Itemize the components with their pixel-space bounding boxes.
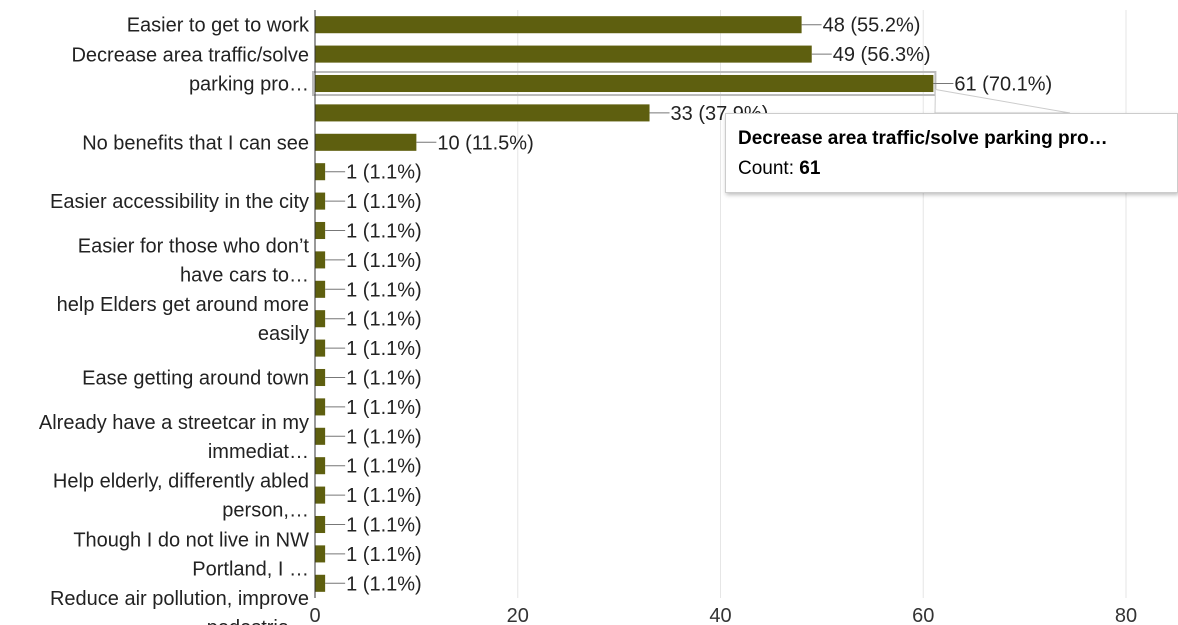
bar-group[interactable]: 1 (1.1%) <box>315 162 422 184</box>
category-label: parking pro… <box>189 73 309 95</box>
bar-group[interactable]: 1 (1.1%) <box>315 573 422 595</box>
x-tick-label: 0 <box>309 605 320 625</box>
data-label: 49 (56.3%) <box>833 44 931 66</box>
bar-group[interactable]: 1 (1.1%) <box>315 544 422 566</box>
bar[interactable] <box>315 398 326 416</box>
bar[interactable] <box>315 368 326 387</box>
data-label: 1 (1.1%) <box>346 426 422 448</box>
bar[interactable] <box>315 251 326 269</box>
bar[interactable] <box>315 486 326 504</box>
bar-group[interactable]: 1 (1.1%) <box>315 426 422 448</box>
bar[interactable] <box>315 192 326 210</box>
bars: 48 (55.2%) 49 (56.3%) 61 (70.1%) 33 (37.9%)… <box>312 15 1071 595</box>
x-tick-label: 20 <box>507 605 529 625</box>
data-label: 1 (1.1%) <box>346 309 422 331</box>
bar-group[interactable]: 1 (1.1%) <box>315 485 422 507</box>
category-label: Decrease area traffic/solve <box>71 44 309 66</box>
bar[interactable] <box>315 545 326 563</box>
bar-group[interactable]: 1 (1.1%) <box>315 250 422 272</box>
category-label: Though I do not live in NW <box>73 529 309 551</box>
category-label: pedestria… <box>207 617 309 625</box>
x-tick-label: 40 <box>709 605 731 625</box>
category-label: have cars to… <box>180 264 309 286</box>
data-label: 1 (1.1%) <box>346 191 422 213</box>
data-label: 10 (11.5%) <box>437 132 533 154</box>
category-label: Help elderly, differently abled <box>53 471 309 493</box>
bar[interactable] <box>315 133 417 151</box>
x-tick-labels: 0 20 40 60 80 <box>309 605 1137 625</box>
bar[interactable] <box>315 574 326 592</box>
data-label: 1 (1.1%) <box>346 338 422 360</box>
bar-group[interactable]: 1 (1.1%) <box>315 515 422 537</box>
category-label: Easier to get to work <box>127 15 310 37</box>
data-label: 1 (1.1%) <box>346 221 422 243</box>
tooltip-count-label: Count: <box>738 158 800 179</box>
data-label: 1 (1.1%) <box>346 485 422 507</box>
category-label: person,… <box>222 500 309 522</box>
data-label: 1 (1.1%) <box>346 368 422 390</box>
bar[interactable] <box>315 74 934 93</box>
bar-group[interactable]: 1 (1.1%) <box>315 456 422 478</box>
category-label: immediat… <box>208 441 309 463</box>
tooltip-count-value: 61 <box>799 158 821 179</box>
category-label: Reduce air pollution, improve <box>50 588 309 610</box>
bar-group[interactable]: 1 (1.1%) <box>315 191 422 213</box>
bar-group[interactable]: 49 (56.3%) <box>315 44 931 66</box>
category-label: easily <box>258 323 309 345</box>
bar-group[interactable]: 1 (1.1%) <box>315 338 422 360</box>
data-label: 61 (70.1%) <box>954 74 1052 96</box>
data-label: 1 (1.1%) <box>346 515 422 537</box>
data-label: 1 (1.1%) <box>346 250 422 272</box>
bar[interactable] <box>315 310 326 328</box>
category-labels: Easier to get to work Decrease area traff… <box>39 15 310 625</box>
category-label: Portland, I … <box>192 558 309 580</box>
bar-group[interactable]: 1 (1.1%) <box>315 221 422 243</box>
bar-group[interactable]: 1 (1.1%) <box>315 309 422 331</box>
bar-group[interactable]: 10 (11.5%) <box>315 132 534 154</box>
bar-group[interactable]: 61 (70.1%) <box>312 70 1052 97</box>
tooltip-title: Decrease area traffic/solve parking pro… <box>738 128 1108 149</box>
bar[interactable] <box>315 427 326 445</box>
category-label: Easier accessibility in the city <box>50 191 309 213</box>
category-label: Already have a streetcar in my <box>39 412 309 434</box>
category-label: help Elders get around more <box>57 294 309 316</box>
data-label: 1 (1.1%) <box>346 544 422 566</box>
category-label: No benefits that I can see <box>82 132 309 154</box>
tooltip: Decrease area traffic/solve parking pro…… <box>725 113 1178 193</box>
bar[interactable] <box>315 515 326 534</box>
bar[interactable] <box>315 104 650 122</box>
bar[interactable] <box>315 457 326 475</box>
bar[interactable] <box>315 163 326 181</box>
data-label: 1 (1.1%) <box>346 162 422 184</box>
data-label: 1 (1.1%) <box>346 456 422 478</box>
bar-group[interactable]: 1 (1.1%) <box>315 368 422 390</box>
data-label: 1 (1.1%) <box>346 279 422 301</box>
bar[interactable] <box>315 45 812 63</box>
data-label: 1 (1.1%) <box>346 397 422 419</box>
bar-group[interactable]: 48 (55.2%) <box>315 15 920 37</box>
category-label: Ease getting around town <box>82 368 309 390</box>
bar[interactable] <box>315 280 326 298</box>
category-label: Easier for those who don’t <box>78 235 310 257</box>
x-tick-label: 80 <box>1115 605 1137 625</box>
bar[interactable] <box>315 339 326 357</box>
tooltip-count: Count: 61 <box>738 158 820 180</box>
gridlines <box>517 10 1127 598</box>
bar-group[interactable]: 1 (1.1%) <box>315 397 422 419</box>
bar-group[interactable]: 1 (1.1%) <box>315 279 422 301</box>
data-label: 48 (55.2%) <box>823 15 921 37</box>
data-label: 1 (1.1%) <box>346 573 422 595</box>
bar[interactable] <box>315 221 326 240</box>
bar-group[interactable]: 33 (37.9%) <box>315 103 768 125</box>
bar[interactable] <box>315 16 802 34</box>
x-tick-label: 60 <box>912 605 934 625</box>
